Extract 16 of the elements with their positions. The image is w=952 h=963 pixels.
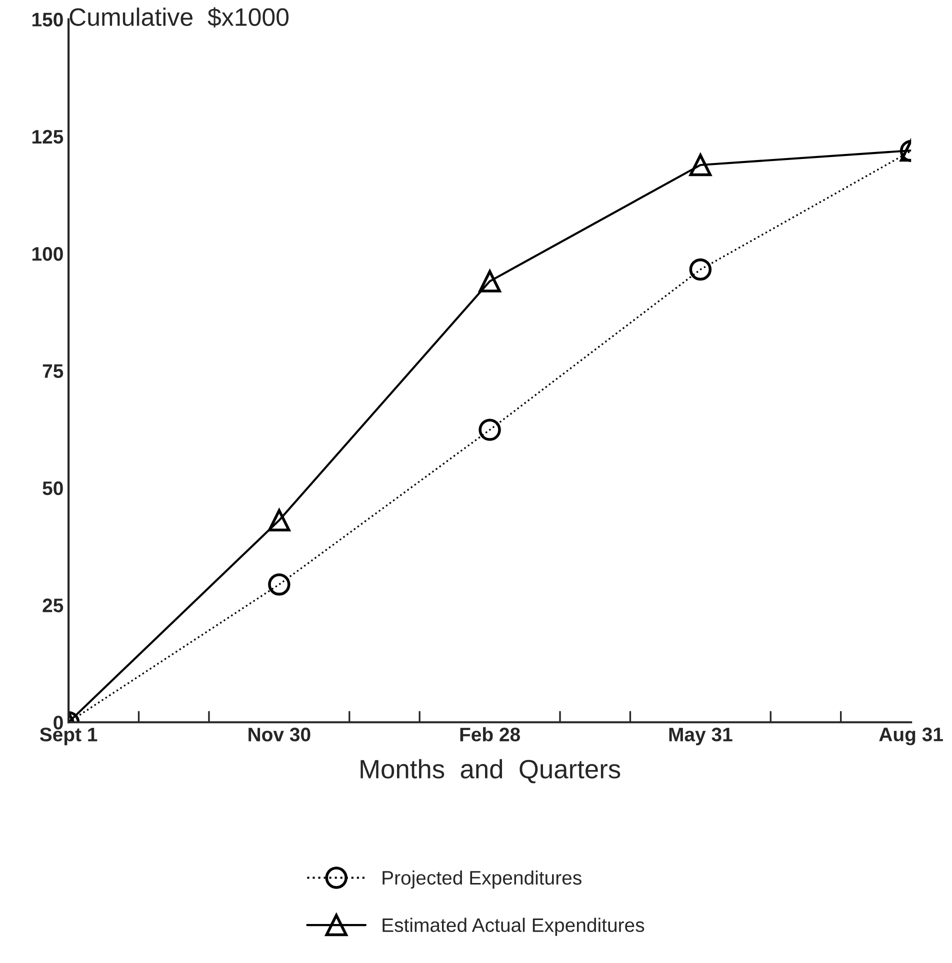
y-tick-label: 0 xyxy=(54,716,63,730)
x-tick-label: Feb 28 xyxy=(460,727,520,742)
x-tick-label: Nov 30 xyxy=(248,728,310,742)
y-tick-label: 75 xyxy=(42,364,64,378)
y-axis-title: Cumulative $x1000 xyxy=(70,7,289,28)
y-tick-label: 150 xyxy=(32,12,63,26)
x-tick-label: May 31 xyxy=(669,728,732,746)
legend-label: Projected Expenditures xyxy=(382,870,582,889)
x-tick-label: Aug 31 xyxy=(879,728,943,746)
x-axis-title: Months and Quarters xyxy=(360,759,620,784)
legend-label: Estimated Actual Expenditures xyxy=(382,918,644,936)
x-tick-label: Sept 1 xyxy=(40,728,98,746)
y-tick-label: 125 xyxy=(32,130,64,144)
y-tick-label: 100 xyxy=(32,247,63,261)
y-tick-label: 25 xyxy=(42,598,64,612)
y-tick-label: 50 xyxy=(42,481,63,496)
